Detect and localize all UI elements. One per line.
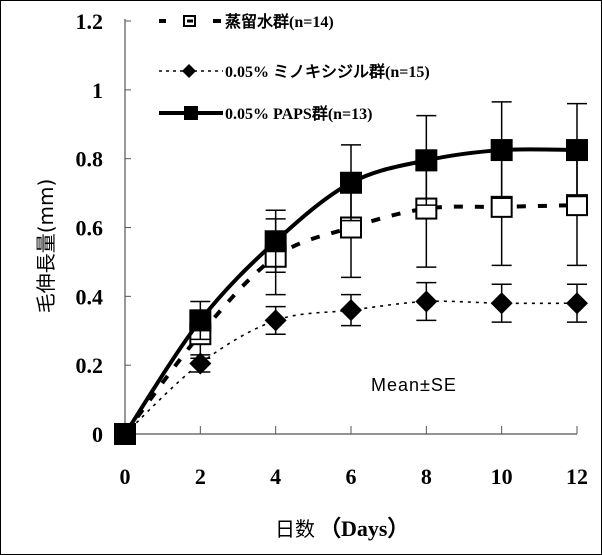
y-axis-title: 毛伸長量(mm): [34, 179, 58, 314]
legend-label: 0.05% PAPS群(n=13): [225, 104, 373, 123]
legend-item: 0.05% ミノキシジル群(n=15): [159, 62, 430, 81]
data-point: [490, 292, 513, 315]
annotation-mean-se: Mean±SE: [371, 375, 457, 395]
y-axis-title-text: 毛伸長量(mm): [34, 179, 58, 314]
y-tick-label: 0.8: [76, 147, 104, 172]
series-filled-square: [114, 101, 588, 445]
y-tick-label: 0.6: [76, 216, 104, 241]
data-point: [566, 194, 588, 217]
legend-label: 蒸留水群(n=14): [225, 12, 334, 31]
data-point: [264, 309, 287, 332]
x-tick-label: 8: [421, 464, 432, 489]
axes: 0 0.2 0.4 0.6 0.8 1 1.2 0 2 4 6 8 10 12: [76, 9, 589, 489]
data-point: [189, 309, 212, 332]
x-axis-title-en: （Days）: [319, 516, 409, 541]
y-tick-label: 1: [92, 78, 103, 103]
x-tick-label: 4: [270, 464, 281, 489]
series-filled-diamond: [124, 281, 588, 435]
data-point: [264, 230, 287, 253]
data-point: [490, 195, 513, 218]
data-point: [340, 299, 362, 322]
legend-item: 蒸留水群(n=14): [159, 12, 334, 31]
legend-marker: [184, 106, 198, 120]
data-point: [189, 352, 212, 375]
data-point: [415, 290, 438, 313]
legend-marker: [182, 64, 196, 78]
x-axis-title-ja: 日数: [275, 517, 315, 541]
y-tick-label: 0.2: [76, 353, 104, 378]
legend-label: 0.05% ミノキシジル群(n=15): [225, 62, 430, 81]
y-tick-label: 0.4: [76, 284, 104, 309]
x-tick-label: 2: [195, 464, 206, 489]
x-tick-label: 12: [566, 464, 588, 489]
legend-item: 0.05% PAPS群(n=13): [159, 104, 373, 123]
data-point: [566, 292, 588, 315]
y-tick-label: 1.2: [76, 9, 104, 34]
data-point: [566, 139, 588, 162]
data-point: [415, 149, 438, 172]
x-tick-label: 0: [120, 464, 131, 489]
data-point: [114, 423, 136, 445]
legend: 蒸留水群(n=14) 0.05% ミノキシジル群(n=15) 0.05% PAPS群…: [159, 12, 430, 123]
data-point: [340, 171, 362, 194]
y-tick-label: 0: [92, 422, 103, 447]
x-tick-label: 6: [346, 464, 357, 489]
x-tick-label: 10: [491, 464, 513, 489]
series-layer: [114, 101, 588, 445]
data-point: [490, 139, 513, 162]
